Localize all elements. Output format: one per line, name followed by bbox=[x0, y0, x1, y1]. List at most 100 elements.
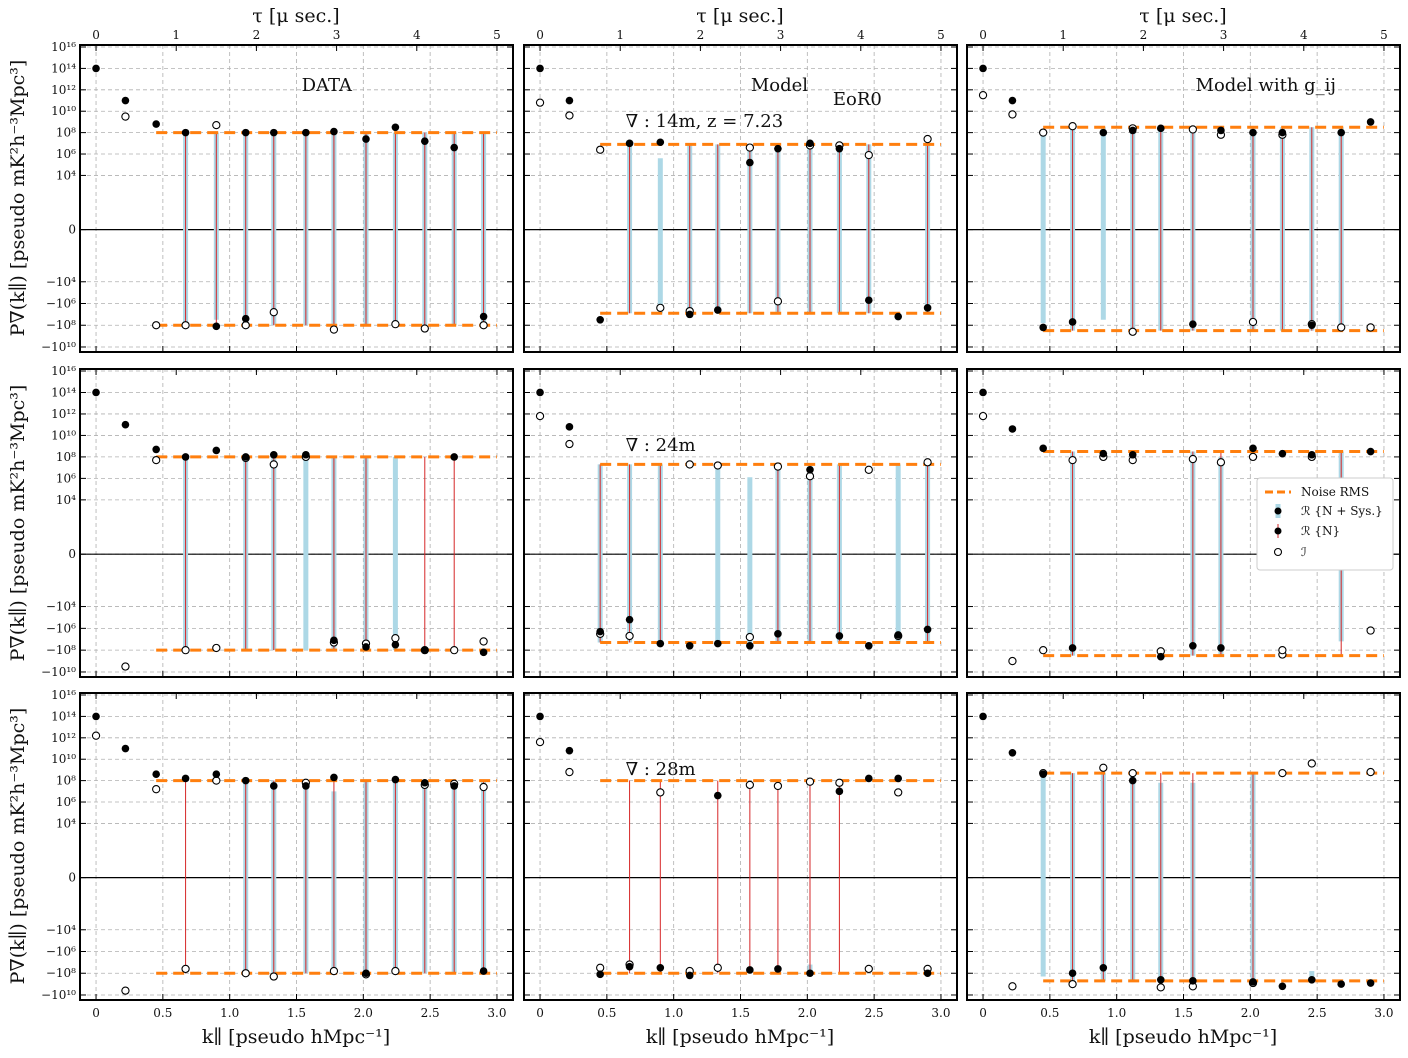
top-tick-label: 4 bbox=[857, 28, 865, 42]
top-tick-label: 4 bbox=[413, 28, 421, 42]
top-tick-label: 2 bbox=[1140, 28, 1148, 42]
panel-r1c1: ∇ : 24m bbox=[523, 368, 958, 678]
real-point bbox=[241, 314, 250, 323]
real-point bbox=[894, 774, 902, 783]
imag-point bbox=[656, 303, 665, 313]
real-point bbox=[864, 296, 873, 305]
real-point bbox=[1189, 977, 1197, 985]
y-tick-label: 10⁸ bbox=[56, 450, 76, 464]
real-point bbox=[330, 636, 338, 645]
real-point bbox=[774, 630, 782, 638]
y-tick-label: 10⁶ bbox=[56, 471, 76, 485]
real-point bbox=[1156, 124, 1165, 133]
real-point bbox=[1217, 126, 1225, 135]
real-point bbox=[536, 64, 544, 73]
real-point bbox=[1068, 318, 1077, 326]
imag-point bbox=[835, 778, 844, 787]
real-point bbox=[1278, 449, 1287, 458]
imag-point bbox=[1039, 646, 1048, 655]
y-axis-label: P∇(k∥) [pseudo mK²h⁻³Mpc³] bbox=[7, 60, 29, 337]
imag-point bbox=[1307, 759, 1316, 768]
real-point bbox=[362, 643, 370, 651]
real-point bbox=[181, 453, 190, 461]
y-tick-label: 10¹⁴ bbox=[51, 385, 76, 399]
imag-point bbox=[1068, 122, 1077, 131]
imag-point bbox=[479, 637, 488, 646]
imag-point bbox=[1188, 454, 1198, 464]
real-point bbox=[746, 966, 754, 974]
imag-point bbox=[1068, 455, 1077, 465]
panel-r1c2: Noise RMS ℛ {N + Sys.} ℛ {N} ℐ bbox=[966, 368, 1401, 678]
imag-point bbox=[450, 646, 459, 655]
x-tick-label: 0 bbox=[979, 1006, 987, 1020]
imag-point bbox=[1248, 317, 1258, 327]
real-point bbox=[212, 770, 221, 778]
top-tick-label: 0 bbox=[536, 28, 544, 42]
real-point bbox=[596, 970, 604, 979]
imag-point bbox=[1128, 327, 1137, 336]
real-point bbox=[152, 770, 160, 778]
imag-point bbox=[1366, 767, 1375, 777]
legend-n-marker bbox=[1274, 527, 1282, 535]
imag-point bbox=[121, 662, 130, 671]
imag-point bbox=[212, 120, 221, 130]
top-axis-label: τ [μ sec.] bbox=[696, 5, 783, 27]
real-point bbox=[1307, 321, 1316, 330]
real-point bbox=[923, 625, 932, 634]
real-point bbox=[212, 446, 221, 455]
imag-point bbox=[978, 91, 988, 100]
panel-r0c1: 0 1 2 3 4 5 Model EoR0 ∇ : 14m, z = 7.23 bbox=[523, 28, 958, 353]
real-point bbox=[596, 316, 604, 324]
real-point bbox=[362, 969, 370, 978]
real-point bbox=[92, 712, 100, 721]
y-tick-label: 10⁶ bbox=[56, 147, 76, 161]
real-point bbox=[835, 632, 844, 640]
real-point bbox=[1156, 975, 1165, 984]
real-point bbox=[1366, 447, 1375, 456]
real-point bbox=[685, 641, 694, 650]
baseline-annotation: ∇ : 28m bbox=[626, 759, 696, 780]
panel-label: Model bbox=[751, 75, 808, 96]
imag-point bbox=[685, 460, 694, 469]
y-tick-label: 10¹⁶ bbox=[51, 40, 76, 54]
x-tick-label: 2.0 bbox=[354, 1006, 373, 1020]
y-tick-label: 0 bbox=[68, 547, 76, 561]
imag-point bbox=[923, 134, 932, 144]
y-tick-label: 10¹⁶ bbox=[51, 364, 76, 378]
real-point bbox=[1128, 126, 1137, 135]
real-point bbox=[713, 791, 722, 800]
x-tick-label: 1.0 bbox=[664, 1006, 683, 1020]
y-tick-label: −10⁴ bbox=[46, 923, 76, 937]
y-tick-label: 10¹⁶ bbox=[51, 688, 76, 702]
real-point bbox=[330, 773, 338, 782]
imag-point bbox=[1039, 128, 1048, 137]
real-point bbox=[450, 453, 458, 461]
x-tick-label: 0.5 bbox=[597, 1006, 616, 1020]
real-point bbox=[746, 641, 754, 650]
real-point bbox=[864, 641, 873, 650]
imag-point bbox=[745, 143, 755, 152]
real-point bbox=[152, 445, 160, 454]
x-axis-label: k∥ [pseudo hMpc⁻¹] bbox=[202, 1026, 390, 1048]
real-point bbox=[774, 965, 782, 973]
x-tick-label: 0.5 bbox=[153, 1006, 172, 1020]
real-point bbox=[1008, 425, 1017, 433]
real-point bbox=[269, 450, 278, 459]
y-tick-label: −10⁸ bbox=[46, 966, 76, 980]
imag-point bbox=[978, 411, 988, 421]
real-point bbox=[212, 322, 221, 331]
imag-point bbox=[269, 460, 278, 469]
real-point bbox=[713, 639, 722, 648]
x-tick-label: 2.5 bbox=[865, 1006, 884, 1020]
imag-point bbox=[864, 150, 873, 160]
imag-point bbox=[1216, 458, 1226, 467]
real-point bbox=[1156, 652, 1165, 661]
imag-point bbox=[1337, 323, 1346, 332]
x-tick-label: 3.0 bbox=[487, 1006, 506, 1020]
imag-point bbox=[212, 643, 221, 653]
y-tick-label: 10⁴ bbox=[56, 816, 76, 830]
x-tick-label: 1.5 bbox=[287, 1006, 306, 1020]
imag-point bbox=[1008, 110, 1017, 119]
top-tick-label: 5 bbox=[937, 28, 945, 42]
real-point bbox=[1307, 450, 1316, 459]
